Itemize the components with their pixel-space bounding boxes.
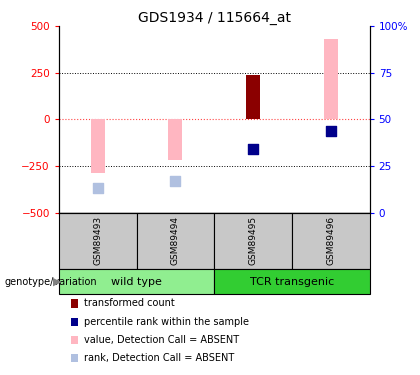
Bar xyxy=(136,213,214,269)
Bar xyxy=(59,269,214,294)
Text: TCR transgenic: TCR transgenic xyxy=(250,277,334,287)
Point xyxy=(172,178,179,184)
Text: percentile rank within the sample: percentile rank within the sample xyxy=(84,317,249,327)
Bar xyxy=(324,39,338,119)
Point xyxy=(94,185,101,191)
Text: GSM89495: GSM89495 xyxy=(249,216,257,266)
Bar xyxy=(71,299,78,307)
Text: genotype/variation: genotype/variation xyxy=(4,277,97,287)
Bar xyxy=(59,213,136,269)
Bar xyxy=(91,119,105,173)
Bar xyxy=(71,336,78,344)
Bar xyxy=(214,213,292,269)
Text: GSM89494: GSM89494 xyxy=(171,216,180,265)
Point xyxy=(249,146,256,152)
Bar xyxy=(168,119,182,160)
Text: wild type: wild type xyxy=(111,277,162,287)
Text: transformed count: transformed count xyxy=(84,298,174,309)
Text: value, Detection Call = ABSENT: value, Detection Call = ABSENT xyxy=(84,335,239,345)
Bar xyxy=(214,269,370,294)
Text: GSM89496: GSM89496 xyxy=(326,216,335,266)
Text: ▶: ▶ xyxy=(52,277,61,287)
Title: GDS1934 / 115664_at: GDS1934 / 115664_at xyxy=(138,11,291,25)
Bar xyxy=(71,318,78,326)
Bar xyxy=(246,75,260,119)
Text: GSM89493: GSM89493 xyxy=(93,216,102,266)
Text: rank, Detection Call = ABSENT: rank, Detection Call = ABSENT xyxy=(84,353,234,363)
Bar xyxy=(292,213,370,269)
Bar xyxy=(71,354,78,363)
Point xyxy=(328,129,334,135)
